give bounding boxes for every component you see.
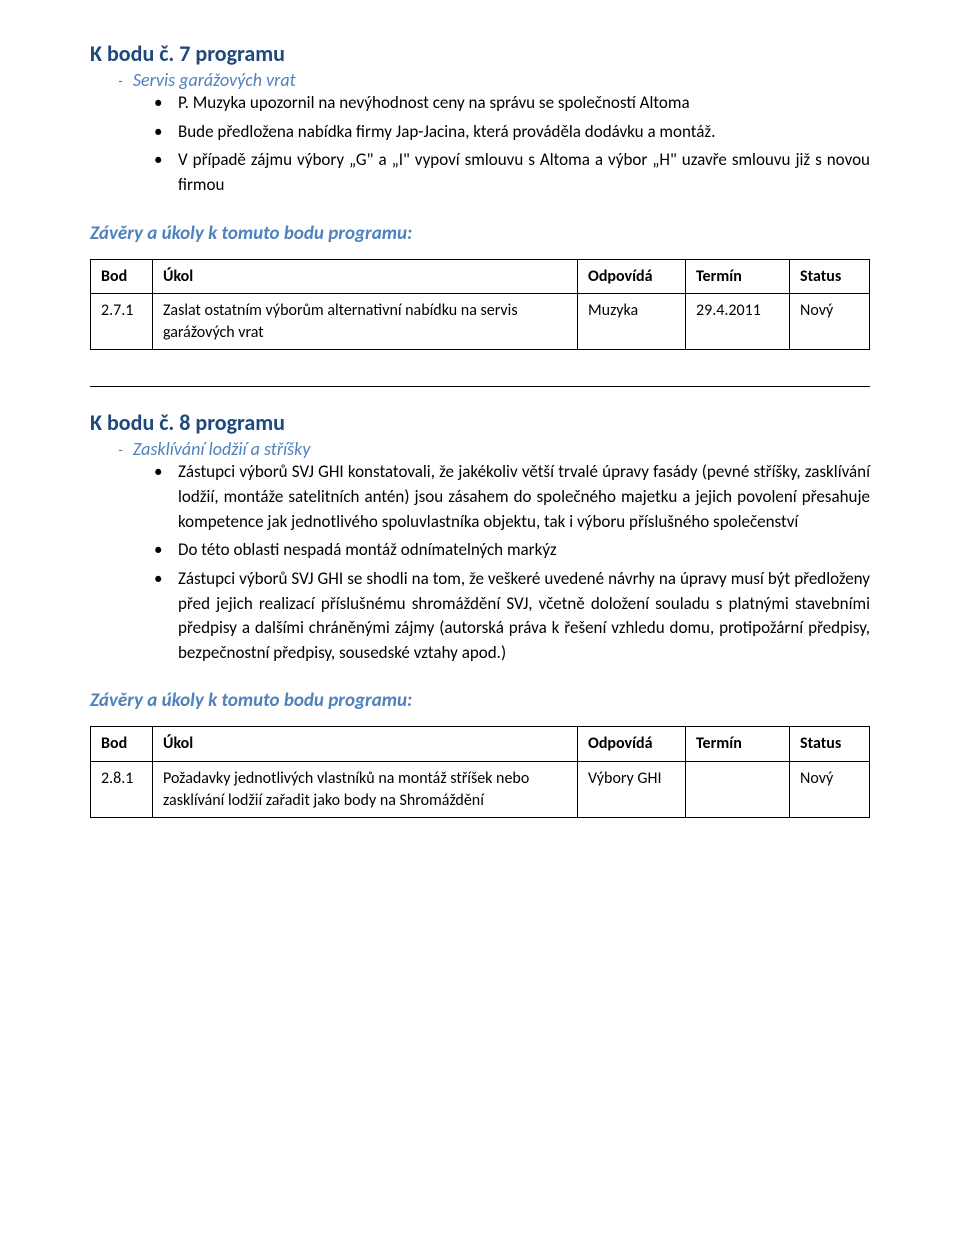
section7-closures-heading: Závěry a úkoly k tomuto bodu programu:	[90, 222, 870, 245]
table-header-row: Bod Úkol Odpovídá Termín Status	[91, 259, 870, 294]
section8-closures-heading: Závěry a úkoly k tomuto bodu programu:	[90, 689, 870, 712]
cell-term: 29.4.2011	[686, 294, 790, 350]
section8-task-table: Bod Úkol Odpovídá Termín Status 2.8.1 Po…	[90, 726, 870, 818]
col-header-term: Termín	[686, 259, 790, 294]
bullet-item: Bude předložena nabídka firmy Jap-Jacina…	[154, 120, 870, 145]
col-header-term: Termín	[686, 727, 790, 762]
section7-heading: K bodu č. 7 programu	[90, 40, 870, 67]
section7-task-table: Bod Úkol Odpovídá Termín Status 2.7.1 Za…	[90, 259, 870, 351]
cell-odp: Výbory GHI	[578, 762, 686, 818]
col-header-bod: Bod	[91, 727, 153, 762]
section7-bullet-list: P. Muzyka upozornil na nevýhodnost ceny …	[90, 91, 870, 198]
bullet-item: V případě zájmu výbory „G" a „I" vypoví …	[154, 148, 870, 197]
bullet-item: P. Muzyka upozornil na nevýhodnost ceny …	[154, 91, 870, 116]
col-header-ukol: Úkol	[153, 727, 578, 762]
cell-bod: 2.8.1	[91, 762, 153, 818]
cell-stat: Nový	[790, 762, 870, 818]
dash-icon: -	[118, 441, 123, 460]
cell-bod: 2.7.1	[91, 294, 153, 350]
cell-term	[686, 762, 790, 818]
cell-stat: Nový	[790, 294, 870, 350]
bullet-item: Do této oblasti nespadá montáž odnímatel…	[154, 538, 870, 563]
dash-icon: -	[118, 72, 123, 91]
table-row: 2.8.1 Požadavky jednotlivých vlastníků n…	[91, 762, 870, 818]
table-header-row: Bod Úkol Odpovídá Termín Status	[91, 727, 870, 762]
cell-ukol: Zaslat ostatním výborům alternativní nab…	[153, 294, 578, 350]
col-header-stat: Status	[790, 727, 870, 762]
col-header-odp: Odpovídá	[578, 259, 686, 294]
section8-bullet-list: Zástupci výborů SVJ GHI konstatovali, že…	[90, 460, 870, 665]
col-header-odp: Odpovídá	[578, 727, 686, 762]
col-header-stat: Status	[790, 259, 870, 294]
cell-odp: Muzyka	[578, 294, 686, 350]
cell-ukol: Požadavky jednotlivých vlastníků na mont…	[153, 762, 578, 818]
col-header-bod: Bod	[91, 259, 153, 294]
section7-subrow: - Servis garážových vrat	[118, 69, 870, 91]
document-page: K bodu č. 7 programu - Servis garážových…	[0, 0, 960, 1249]
section8-subrow: - Zasklívání lodžií a stříšky	[118, 438, 870, 460]
section7-subheading: Servis garážových vrat	[133, 69, 296, 91]
bullet-item: Zástupci výborů SVJ GHI se shodli na tom…	[154, 567, 870, 666]
table-row: 2.7.1 Zaslat ostatním výborům alternativ…	[91, 294, 870, 350]
section8-heading: K bodu č. 8 programu	[90, 409, 870, 436]
section-divider	[90, 386, 870, 387]
bullet-item: Zástupci výborů SVJ GHI konstatovali, že…	[154, 460, 870, 534]
col-header-ukol: Úkol	[153, 259, 578, 294]
section8-subheading: Zasklívání lodžií a stříšky	[133, 438, 310, 460]
